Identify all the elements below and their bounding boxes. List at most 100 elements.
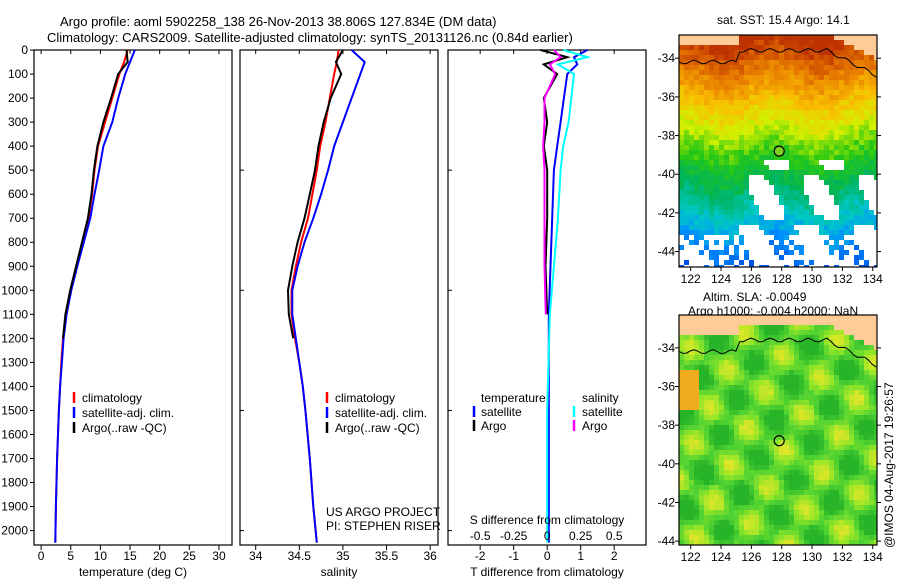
map-pixel [859,455,864,460]
map-pixel [704,410,709,415]
map-pixel [719,220,724,225]
map-pixel [809,225,814,230]
map-pixel [839,480,844,485]
map-pixel [874,405,877,410]
map-pixel [744,205,749,210]
map-pixel [854,75,859,80]
map-pixel [829,240,834,245]
map-pixel [859,460,864,465]
map-pixel [854,315,859,320]
map-pixel [789,95,794,100]
map-pixel [824,500,829,505]
map-pixel [704,95,709,100]
map-pixel [679,400,684,405]
map-pixel [704,220,709,225]
map-pixel [799,520,804,525]
map-pixel [864,345,869,350]
map-pixel [824,335,829,340]
map-pixel [784,490,789,495]
map-pixel [724,315,729,320]
map-pixel [709,240,714,245]
map-pixel [709,435,714,440]
map-pixel [784,145,789,150]
map-pixels [679,35,877,267]
map-pixel [829,75,834,80]
map-pixel [709,110,714,115]
map-pixel [749,265,754,267]
map-pixel [689,415,694,420]
map-pixel [804,265,809,267]
map-pixel [834,120,839,125]
map-pixel [864,115,869,120]
map-pixel [749,525,754,530]
map-pixel [684,540,689,545]
map-pixel [694,210,699,215]
map-pixel [869,135,874,140]
map-pixel [859,215,864,220]
map-pixel [694,50,699,55]
sst-map-title: sat. SST: 15.4 Argo: 14.1 [717,13,850,27]
map-pixel [859,195,864,200]
map-pixel [724,480,729,485]
map-pixel [714,65,719,70]
map-pixel [714,70,719,75]
map-pixel [869,375,874,380]
map-pixel [754,65,759,70]
map-pixel [779,360,784,365]
map-pixel [724,325,729,330]
map-pixel [744,35,749,40]
map-pixel [764,215,769,220]
map-pixel [774,535,779,540]
map-pixel [724,170,729,175]
map-pixel [769,155,774,160]
map-pixel [709,330,714,335]
map-pixel [719,355,724,360]
map-pixel [789,160,794,165]
map-pixel [724,140,729,145]
map-pixel [869,330,874,335]
map-pixel [859,185,864,190]
map-pixel [789,55,794,60]
map-pixel [814,445,819,450]
map-pixel [684,500,689,505]
map-pixel [704,215,709,220]
map-pixel [789,515,794,520]
map-pixel [794,465,799,470]
map-pixel [694,445,699,450]
map-pixel [734,340,739,345]
map-pixel [759,340,764,345]
map-pixel [829,160,834,165]
map-pixel [804,440,809,445]
map-pixel [749,515,754,520]
map-pixel [789,210,794,215]
map-pixel [819,385,824,390]
map-pixel [699,355,704,360]
map-pixel [734,130,739,135]
map-pixel [759,230,764,235]
map-pixel [779,55,784,60]
map-pixel [854,330,859,335]
map-pixel [684,170,689,175]
map-pixel [789,140,794,145]
map-pixel [834,205,839,210]
map-pixel [729,155,734,160]
map-pixel [784,515,789,520]
map-pixel [799,75,804,80]
map-pixel [819,355,824,360]
map-pixel [754,175,759,180]
map-pixel [844,445,849,450]
map-pixel [839,105,844,110]
map-pixel [834,530,839,535]
map-pixel [874,225,877,230]
map-pixel [844,425,849,430]
x-tick-label: 1 [577,549,584,563]
map-pixel [759,490,764,495]
map-pixel [824,90,829,95]
map-pixel [849,145,854,150]
map-pixel [734,230,739,235]
map-pixel [709,75,714,80]
map-pixel [824,75,829,80]
map-pixel [679,490,684,495]
map-pixel [719,330,724,335]
map-pixel [679,245,684,250]
